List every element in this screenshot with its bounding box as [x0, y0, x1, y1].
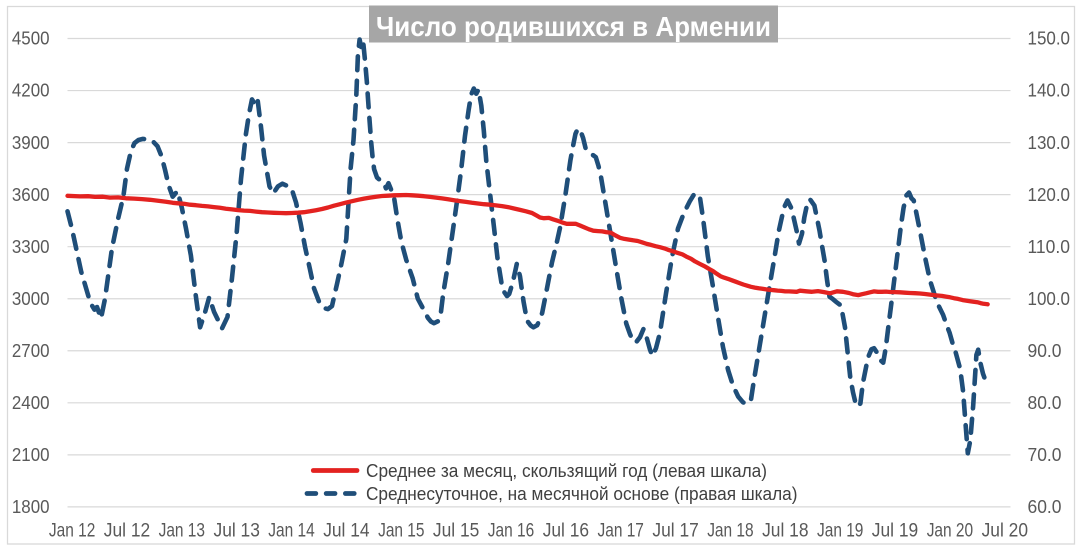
svg-text:2400: 2400 [12, 392, 50, 413]
svg-text:60.0: 60.0 [1028, 496, 1062, 517]
svg-text:Среднее за месяц, скользящий г: Среднее за месяц, скользящий год (левая … [366, 460, 767, 481]
svg-text:Jan 16: Jan 16 [488, 520, 534, 542]
svg-text:Jul 17: Jul 17 [652, 520, 698, 542]
svg-text:150.0: 150.0 [1028, 28, 1071, 49]
svg-text:Jul 20: Jul 20 [982, 520, 1029, 542]
svg-text:1800: 1800 [12, 496, 50, 517]
svg-text:3300: 3300 [12, 236, 50, 257]
svg-text:3000: 3000 [12, 288, 50, 309]
svg-text:Jul 16: Jul 16 [543, 520, 589, 542]
svg-text:4200: 4200 [12, 80, 50, 101]
svg-text:Jul 12: Jul 12 [104, 520, 150, 542]
svg-text:Jan 18: Jan 18 [707, 520, 753, 542]
svg-text:2700: 2700 [12, 340, 50, 361]
svg-text:2100: 2100 [12, 444, 50, 465]
svg-text:3900: 3900 [12, 132, 50, 153]
svg-text:Jul 18: Jul 18 [762, 520, 808, 542]
svg-text:80.0: 80.0 [1028, 392, 1062, 413]
svg-text:Jan 17: Jan 17 [598, 520, 644, 542]
svg-text:Число родившихся в Армении: Число родившихся в Армении [376, 11, 771, 42]
svg-text:Jul 14: Jul 14 [323, 520, 370, 542]
svg-text:Jul 15: Jul 15 [433, 520, 479, 542]
svg-text:70.0: 70.0 [1028, 444, 1062, 465]
svg-text:Jan 15: Jan 15 [378, 520, 424, 542]
svg-text:120.0: 120.0 [1028, 184, 1071, 205]
svg-text:4500: 4500 [12, 28, 50, 49]
svg-text:Jan 20: Jan 20 [927, 520, 974, 542]
svg-text:Jan 19: Jan 19 [817, 520, 863, 542]
svg-text:Jul 19: Jul 19 [872, 520, 918, 542]
svg-text:3600: 3600 [12, 184, 50, 205]
svg-text:100.0: 100.0 [1028, 288, 1071, 309]
svg-text:Jul 13: Jul 13 [214, 520, 260, 542]
svg-text:140.0: 140.0 [1028, 80, 1071, 101]
svg-text:90.0: 90.0 [1028, 340, 1062, 361]
svg-text:Jan 13: Jan 13 [159, 520, 205, 542]
svg-text:Среднесуточное, на месячной ос: Среднесуточное, на месячной основе (прав… [366, 483, 798, 504]
svg-text:110.0: 110.0 [1028, 236, 1071, 257]
svg-text:130.0: 130.0 [1028, 132, 1071, 153]
svg-text:Jan 14: Jan 14 [268, 520, 315, 542]
svg-text:Jan 12: Jan 12 [49, 520, 95, 542]
